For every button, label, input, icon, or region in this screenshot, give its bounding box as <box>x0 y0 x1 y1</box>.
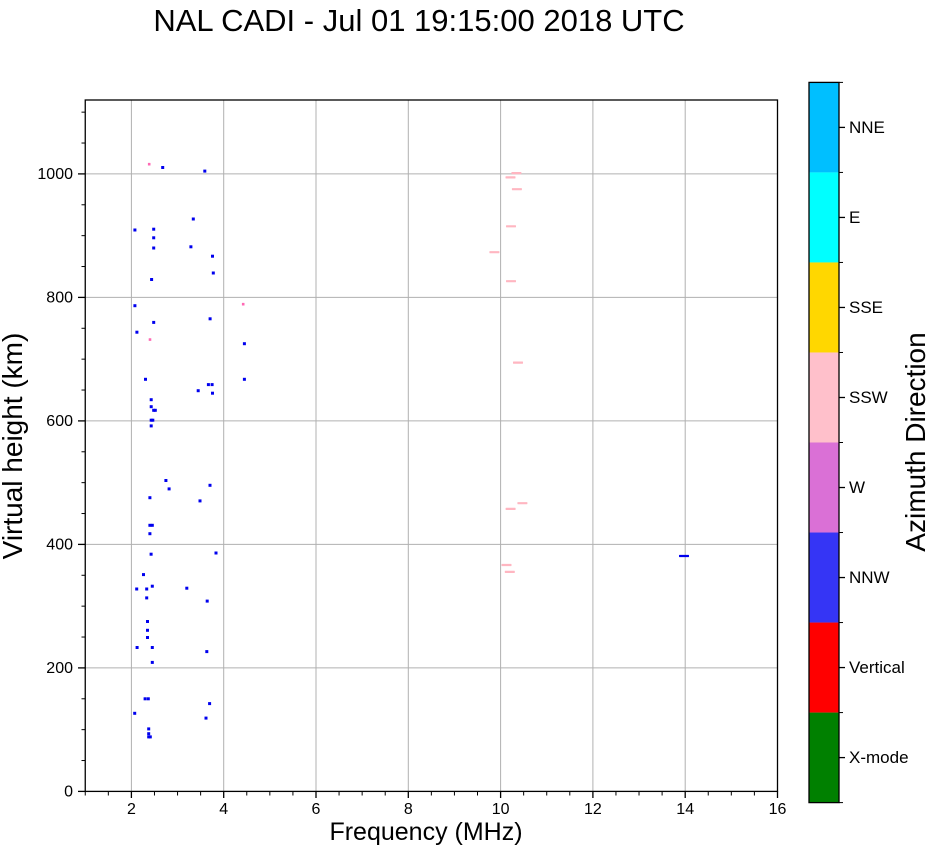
svg-text:SSW: SSW <box>849 388 888 407</box>
svg-text:10: 10 <box>492 801 510 818</box>
svg-text:0: 0 <box>64 783 73 800</box>
svg-text:W: W <box>849 478 865 497</box>
svg-text:6: 6 <box>312 801 321 818</box>
svg-text:4: 4 <box>219 801 228 818</box>
svg-text:NNW: NNW <box>849 568 890 587</box>
svg-text:X-mode: X-mode <box>849 748 909 767</box>
svg-text:SSE: SSE <box>849 298 883 317</box>
svg-text:Azimuth Direction: Azimuth Direction <box>900 332 931 551</box>
svg-text:800: 800 <box>46 289 73 306</box>
svg-text:200: 200 <box>46 660 73 677</box>
svg-text:Virtual height (km): Virtual height (km) <box>0 333 28 560</box>
svg-text:8: 8 <box>404 801 413 818</box>
svg-text:E: E <box>849 208 860 227</box>
svg-text:2: 2 <box>127 801 136 818</box>
svg-text:NNE: NNE <box>849 118 885 137</box>
svg-text:NAL CADI - Jul 01 19:15:00 201: NAL CADI - Jul 01 19:15:00 2018 UTC <box>153 3 684 38</box>
svg-text:16: 16 <box>769 801 787 818</box>
svg-text:1000: 1000 <box>37 166 73 183</box>
svg-text:Frequency (MHz): Frequency (MHz) <box>329 818 522 846</box>
svg-text:Vertical: Vertical <box>849 658 905 677</box>
svg-text:14: 14 <box>676 801 694 818</box>
svg-text:12: 12 <box>584 801 602 818</box>
svg-text:600: 600 <box>46 413 73 430</box>
svg-text:400: 400 <box>46 536 73 553</box>
